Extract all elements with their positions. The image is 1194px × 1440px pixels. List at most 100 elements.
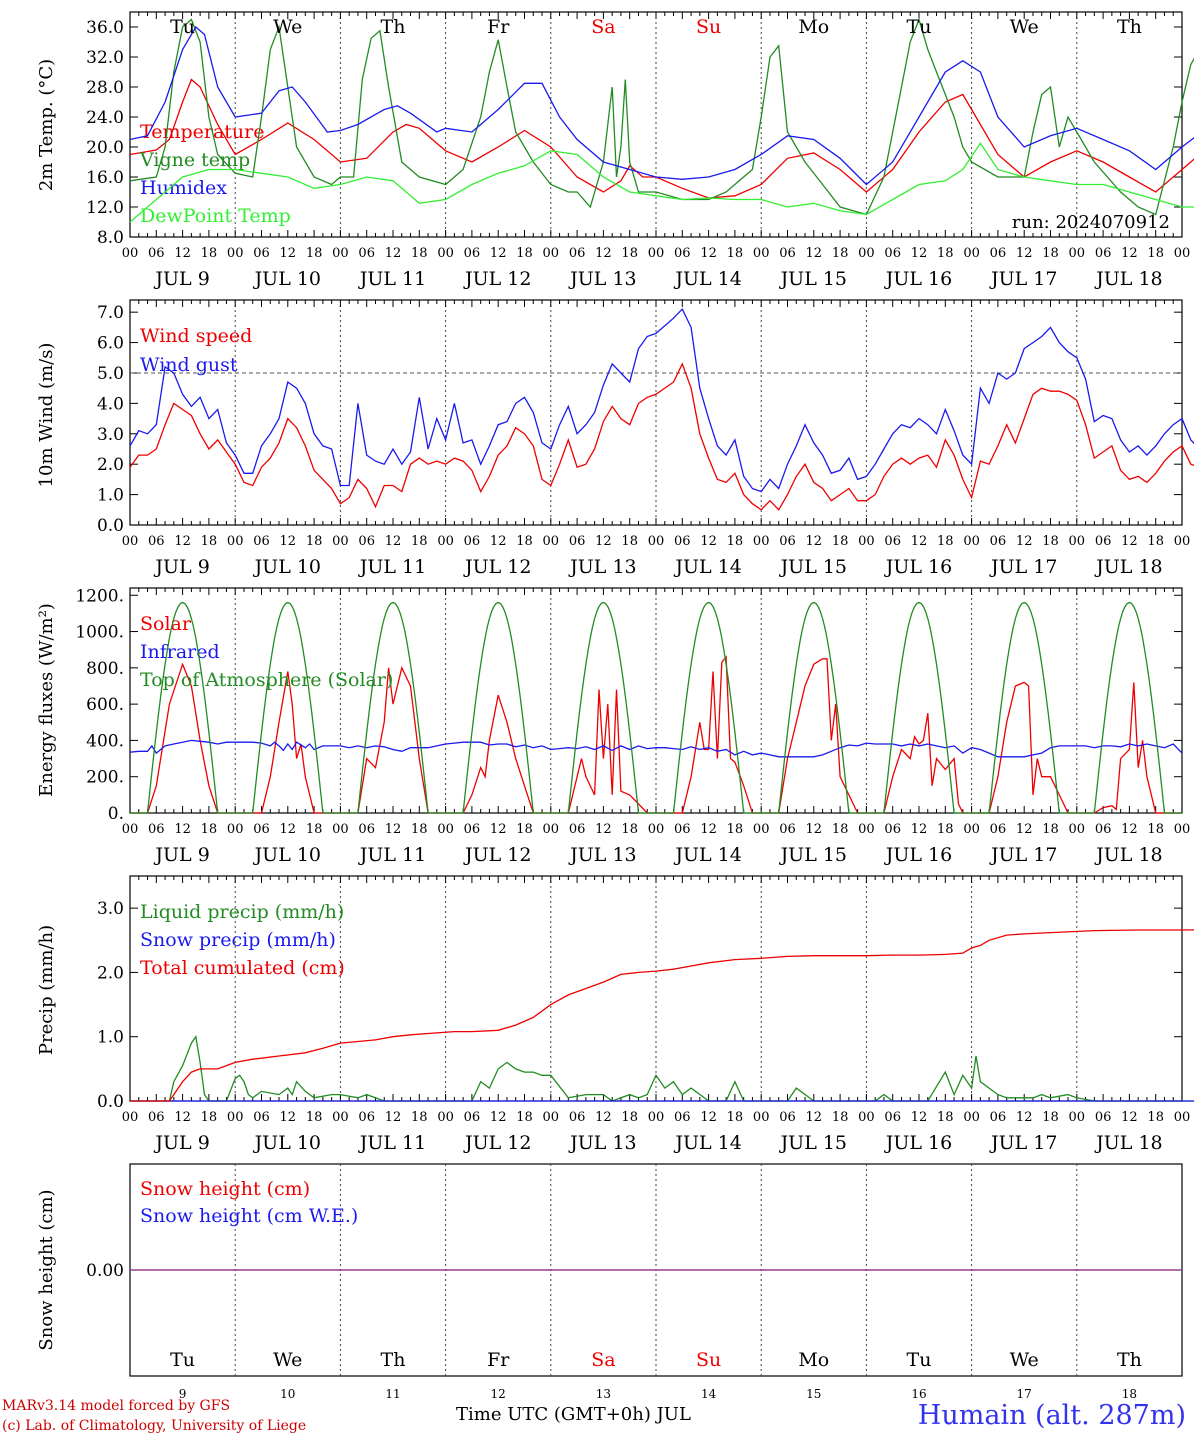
hour-label: 06 (1095, 246, 1112, 261)
weekday-label: Tu (907, 1349, 932, 1371)
series-vigne-temp (129, 17, 1194, 216)
panel-snow: 0.00 Snow height (cm) Snow height (cm) Snow… (36, 1163, 1183, 1401)
weekday-label: Fr (487, 1349, 510, 1371)
series-dewpoint-temp (129, 142, 1194, 223)
hour-label: 18 (516, 246, 533, 261)
hour-label: 18 (937, 822, 954, 837)
y-tick-label: 16.0 (86, 168, 124, 188)
y-axis-label: Snow height (cm) (36, 1189, 57, 1350)
hour-label: 18 (937, 1110, 954, 1125)
hour-label: 12 (490, 246, 507, 261)
run-annotation: run: 2024070912 (1012, 212, 1170, 233)
hour-label: 18 (727, 1110, 744, 1125)
panel-precip: 0.0 1.0 2.0 3.0 Precip (mm/h) Liquid precip (… (36, 875, 1194, 1154)
hour-label: 12 (385, 534, 402, 549)
hour-label: 00 (1069, 822, 1086, 837)
hour-label: 06 (358, 822, 375, 837)
y-tick-label: 3.0 (97, 425, 124, 445)
hour-label: 12 (911, 246, 928, 261)
date-label: JUL 11 (358, 268, 426, 290)
hour-label: 00 (1174, 1110, 1191, 1125)
hour-label: 12 (280, 1110, 297, 1125)
hour-label: 00 (122, 246, 139, 261)
x-axis-title: Time UTC (GMT+0h) JUL (456, 1404, 691, 1425)
hour-label: 18 (937, 534, 954, 549)
weekday-label: Tu (907, 16, 932, 38)
hour-label: 12 (174, 534, 191, 549)
hour-label: 06 (253, 1110, 270, 1125)
hour-label: 12 (280, 822, 297, 837)
hour-label: 12 (280, 534, 297, 549)
hour-label: 06 (779, 1110, 796, 1125)
y-tick-label: 28.0 (86, 78, 124, 98)
date-label: JUL 10 (253, 844, 321, 866)
date-label: JUL 11 (358, 556, 426, 578)
date-label: JUL 18 (1094, 556, 1162, 578)
y-axis-label: 2m Temp. (°C) (36, 59, 57, 191)
date-label: JUL 9 (153, 556, 209, 578)
hour-label: 18 (201, 822, 218, 837)
hour-label: 00 (437, 1110, 454, 1125)
date-label: JUL 13 (568, 1132, 636, 1154)
hour-label: 18 (411, 1110, 428, 1125)
date-label: JUL 10 (253, 268, 321, 290)
hour-label: 00 (227, 534, 244, 549)
day-number-label: 11 (385, 1387, 400, 1401)
hour-label: 18 (516, 534, 533, 549)
hour-label: 06 (148, 1110, 165, 1125)
panel-wind: 0.0 1.0 2.0 3.0 4.0 5.0 6.0 7.0 10m Wind (m/s) Wi… (36, 299, 1194, 578)
hour-label: 18 (832, 1110, 849, 1125)
y-tick-label: 4.0 (97, 394, 124, 414)
weekday-label: Sa (591, 16, 615, 38)
panel-energy: 0. 200. 400. 600. 800. 1000. 1200. Energy fluxe… (36, 586, 1190, 866)
hour-label: 12 (1016, 534, 1033, 549)
hour-label: 00 (122, 1110, 139, 1125)
hour-label: 00 (753, 246, 770, 261)
date-label: JUL 12 (463, 844, 531, 866)
date-label: JUL 15 (779, 1132, 847, 1154)
legend-entry: Snow height (cm) (140, 1178, 310, 1200)
weekday-label: Th (381, 16, 406, 38)
hour-label: 00 (227, 1110, 244, 1125)
y-tick-label: 2.0 (97, 963, 124, 983)
hour-label: 06 (464, 534, 481, 549)
day-number-label: 16 (911, 1387, 926, 1401)
legend-entry: Vigne temp (139, 149, 250, 171)
hour-label: 18 (727, 534, 744, 549)
hour-label: 18 (516, 1110, 533, 1125)
hour-label: 18 (306, 534, 323, 549)
hour-label: 00 (753, 1110, 770, 1125)
hour-label: 06 (779, 822, 796, 837)
hour-label: 12 (1016, 822, 1033, 837)
hour-label: 18 (1042, 534, 1059, 549)
date-label: JUL 11 (358, 844, 426, 866)
legend-entry: Humidex (140, 177, 227, 199)
hour-label: 18 (832, 246, 849, 261)
y-tick-label: 12.0 (86, 198, 124, 218)
y-tick-label: 8.0 (97, 228, 124, 248)
date-label: JUL 14 (673, 268, 741, 290)
hour-label: 06 (884, 822, 901, 837)
hour-label: 12 (911, 534, 928, 549)
hour-label: 06 (253, 534, 270, 549)
weekday-label: Fr (487, 16, 510, 38)
date-label: JUL 12 (463, 268, 531, 290)
hour-label: 06 (1095, 1110, 1112, 1125)
y-tick-label: 1.0 (97, 486, 124, 506)
hour-label: 12 (700, 534, 717, 549)
date-label: JUL 17 (989, 1132, 1057, 1154)
y-axis-label: Energy fluxes (W/m²) (36, 603, 57, 797)
hour-label: 06 (674, 246, 691, 261)
date-label: JUL 17 (989, 268, 1057, 290)
y-tick-label: 0.0 (97, 1092, 124, 1112)
hour-label: 06 (464, 1110, 481, 1125)
y-tick-label: 1.0 (97, 1028, 124, 1048)
y-tick-label: 20.0 (86, 138, 124, 158)
date-label: JUL 9 (153, 844, 209, 866)
hour-label: 00 (963, 534, 980, 549)
y-tick-label: 200. (86, 768, 124, 788)
hour-label: 00 (437, 822, 454, 837)
series-wind-gust (129, 307, 1194, 493)
hour-label: 00 (122, 534, 139, 549)
hour-label: 12 (806, 534, 823, 549)
